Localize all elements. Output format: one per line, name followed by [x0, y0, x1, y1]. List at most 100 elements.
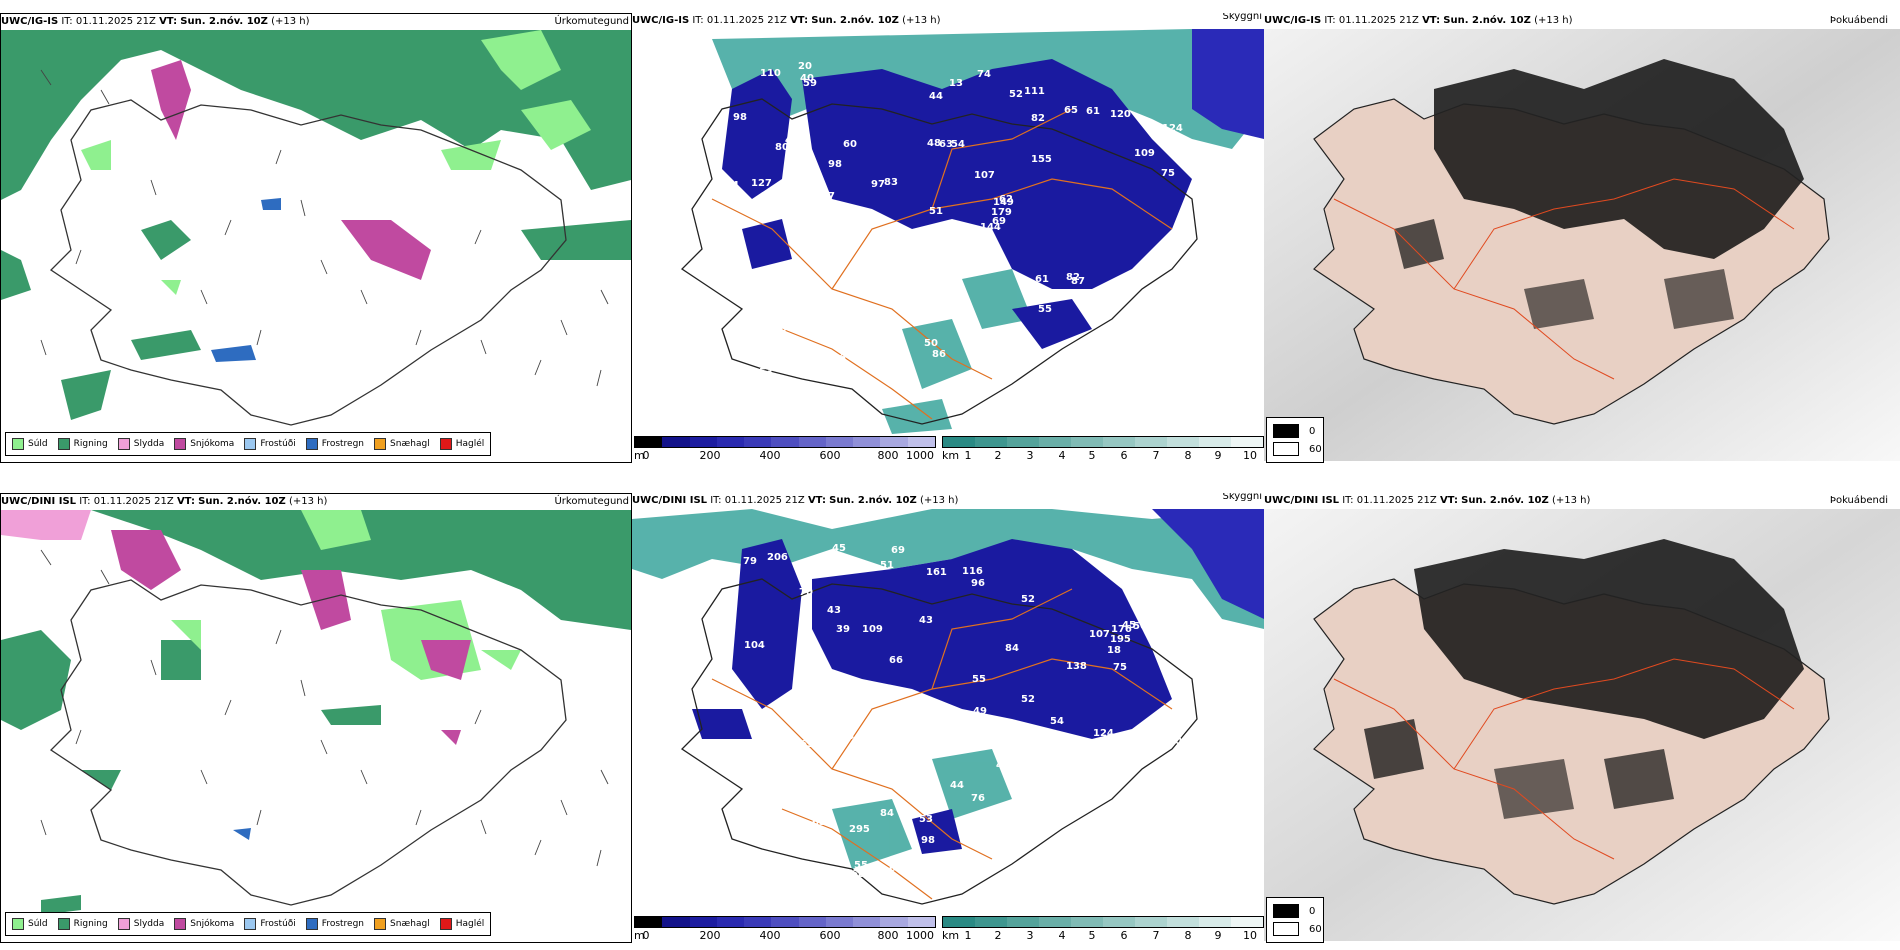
- offshore-cloud-area: [1152, 509, 1264, 619]
- legend-item-freezing-drizzle: Frostúði: [244, 438, 296, 450]
- precip-type-panel: UWC/IG-IS IT: 01.11.2025 21Z VT: Sun. 2.…: [0, 13, 632, 463]
- cloud-base-label: 39: [811, 731, 825, 742]
- cloud-base-label: 48: [927, 138, 941, 149]
- it-label: IT:: [79, 496, 91, 507]
- cloud-base-label: 71: [749, 782, 763, 793]
- colorbar-segment: [1231, 437, 1263, 447]
- cloud-base-label: 53: [759, 367, 773, 378]
- row-1: UWC/IG-IS IT: 01.11.2025 21Z VT: Sun. 2.…: [0, 13, 1900, 463]
- colorbar-segment: [635, 917, 663, 927]
- vt-label: VT:: [807, 495, 826, 506]
- road-network: [711, 588, 1173, 900]
- visibility-area: [632, 509, 1264, 869]
- fog-index-map: [1264, 29, 1900, 461]
- fog-index-legend: 0 60: [1266, 417, 1324, 463]
- model-name: UWC/IG-IS: [1264, 15, 1322, 26]
- cloud-base-label: 101: [845, 377, 866, 388]
- vt-label: VT:: [1439, 495, 1458, 506]
- cloud-visibility-map: 91 80 52 32 149 138 111 54 82 144 59 65 97 124 117 155 4…: [632, 29, 1264, 437]
- cloud-base-label: 295: [849, 824, 870, 835]
- cloud-base-label: 79: [1049, 745, 1063, 756]
- panel-title: Þokuábendi: [1829, 15, 1888, 26]
- cloud-base-label: 145: [810, 694, 831, 705]
- colorbar-segment: [689, 437, 717, 447]
- cloud-visibility-map: 80 107 43 43 55 55 50 65 52 46 45 44 51 69 169 176 54 39 3…: [632, 509, 1264, 917]
- vt-value: Sun. 2.nóv. 10Z: [829, 495, 917, 506]
- cloud-base-label: 127: [751, 178, 772, 189]
- colorbar-segment: [825, 917, 854, 927]
- model-name: UWC/IG-IS: [632, 15, 690, 26]
- it-value: 01.11.2025 21Z: [1356, 495, 1437, 506]
- it-value: 01.11.2025 21Z: [1338, 15, 1419, 26]
- lead-time: (+13 h): [919, 495, 959, 506]
- cloud-base-label: 51: [1123, 734, 1137, 745]
- cloud-base-label: 45: [1122, 620, 1136, 631]
- cloud-base-label: 65: [800, 739, 814, 750]
- cloud-base-label: 51: [929, 206, 943, 217]
- colorbar-segment: [1103, 437, 1135, 447]
- cloud-base-label: 80: [1118, 851, 1132, 862]
- cloud-base-label: 120: [1110, 109, 1131, 120]
- colorbar-segment: [1007, 917, 1039, 927]
- cloud-base-label: 104: [744, 640, 765, 651]
- legend-item-freezing-drizzle: Frostúði: [244, 918, 296, 930]
- rain-area-north: [1, 30, 631, 420]
- cloud-base-label: 98: [828, 159, 842, 170]
- it-value: 01.11.2025 21Z: [75, 16, 156, 27]
- precip-type-panel: UWC/DINI ISL IT: 01.11.2025 21Z VT: Sun.…: [0, 493, 632, 943]
- cloud-base-label: 60: [843, 139, 857, 150]
- cloud-base-label: 138: [853, 319, 874, 330]
- panel-title: Þokuábendi: [1829, 495, 1888, 506]
- vt-value: Sun. 2.nóv. 10Z: [1443, 15, 1531, 26]
- colorbar-segment: [1071, 917, 1103, 927]
- cloud-base-label: 85: [780, 323, 794, 334]
- cloud-base-label: 80: [1168, 736, 1182, 747]
- it-value: 01.11.2025 21Z: [706, 15, 787, 26]
- colorbar-segment: [853, 917, 881, 927]
- model-name: UWC/DINI ISL: [1264, 495, 1340, 506]
- cloud-base-label: 102: [1047, 291, 1068, 302]
- vt-label: VT:: [1422, 15, 1441, 26]
- cloud-base-label: 63: [812, 817, 826, 828]
- colorbar-segment: [771, 917, 799, 927]
- iceland-outline: [680, 98, 1198, 425]
- cloud-base-label: 79: [743, 556, 757, 567]
- road-network: [711, 108, 1173, 420]
- visibility-bar: [942, 436, 1264, 448]
- it-label: IT:: [1342, 495, 1354, 506]
- colorbar-segment: [1007, 437, 1039, 447]
- cloud-base-label: 32: [758, 351, 772, 362]
- vt-value: Sun. 2.nóv. 10Z: [811, 15, 899, 26]
- cloud-base-label: 176: [1111, 624, 1132, 635]
- cloud-base-label: 62: [999, 194, 1013, 205]
- legend-item-drizzle: Súld: [12, 918, 48, 930]
- cloud-base-label: 79: [851, 222, 865, 233]
- lead-time: (+13 h): [902, 15, 941, 26]
- cloud-base-label: 97: [871, 179, 885, 190]
- colorbar-segment: [635, 437, 663, 447]
- cloud-base-labels: 91 80 52 32 149 138 111 54 82 144 59 65 97 124 117 155 4…: [725, 61, 1183, 399]
- cloud-base-label: 42: [996, 760, 1010, 771]
- cloud-visibility-panel: UWC/DINI ISL IT: 01.11.2025 21Z VT: Sun.…: [632, 493, 1264, 943]
- cloud-base-ticks: 0 200 400 600 800 1000: [642, 929, 935, 942]
- cloud-base-label: 52: [1021, 594, 1035, 605]
- legend-item-hail: Haglél: [439, 918, 484, 930]
- model-name: UWC/IG-IS: [1, 16, 59, 27]
- colorbar-segment: [1039, 437, 1071, 447]
- colorbar-segment: [907, 437, 935, 447]
- cloud-base-label: 80: [775, 142, 789, 153]
- cloud-base-label: 69: [992, 216, 1006, 227]
- cloud-base-label: 67: [763, 388, 777, 399]
- cloud-base-label: 90: [1176, 851, 1190, 862]
- iceland-outline: [49, 99, 567, 426]
- cloud-base-label: 65: [1177, 685, 1191, 696]
- visibility-unit: km: [942, 929, 960, 942]
- colorbar-segment: [1135, 917, 1167, 927]
- panel-header: UWC/IG-IS IT: 01.11.2025 21Z VT: Sun. 2.…: [632, 13, 1264, 29]
- colorbar-segment: [716, 437, 745, 447]
- legend-item-drizzle: Súld: [12, 438, 48, 450]
- colorbar-segment: [880, 437, 908, 447]
- precip-type-legend: Súld Rigning Slydda Snjókoma Frostúði Fr…: [5, 432, 492, 456]
- colorbar-segment: [662, 917, 690, 927]
- legend-item-hail: Haglél: [439, 438, 484, 450]
